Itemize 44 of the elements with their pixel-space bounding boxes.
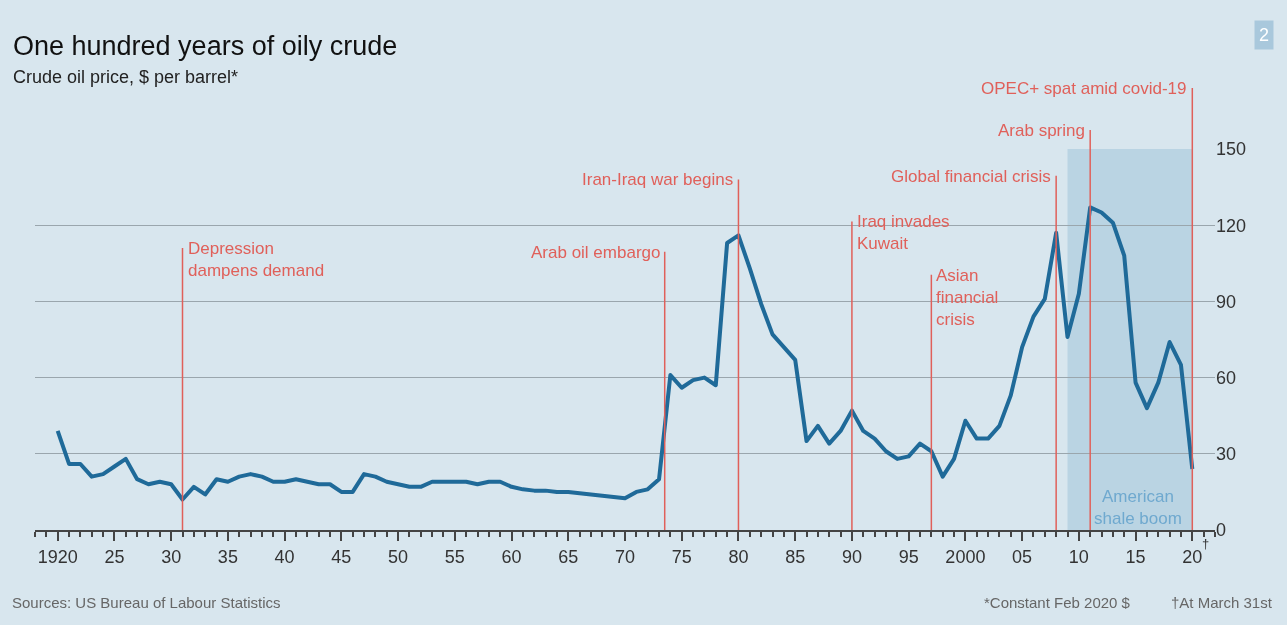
x-tick-label: 85 <box>785 546 806 567</box>
chart-title: One hundred years of oily crude <box>13 31 398 61</box>
x-tick-label: 60 <box>501 546 522 567</box>
x-tick-label: 90 <box>841 546 862 567</box>
x-tick-label: 05 <box>1012 546 1033 567</box>
chart-subtitle: Crude oil price, $ per barrel* <box>13 67 239 87</box>
source-note: Sources: US Bureau of Labour Statistics <box>12 594 281 611</box>
y-tick-label: 0 <box>1216 520 1227 541</box>
x-tick-label: 55 <box>444 546 465 567</box>
x-tick-label: 65 <box>558 546 579 567</box>
y-tick-label: 90 <box>1216 291 1237 312</box>
x-tick-label: 20 <box>1182 546 1203 567</box>
band-label: American shale boom <box>1094 487 1182 529</box>
ref-line-label: Iraq invades Kuwait <box>857 212 950 254</box>
ref-line-label: Arab spring <box>998 121 1085 140</box>
text: 2 <box>1259 25 1270 45</box>
ref-line-label: Arab oil embargo <box>531 243 661 262</box>
y-tick-label: 120 <box>1216 215 1247 236</box>
text: †At March 31st <box>1171 594 1273 611</box>
x-tick-label: 10 <box>1068 546 1089 567</box>
y-tick-label: 150 <box>1216 139 1247 160</box>
y-tick-label: 60 <box>1216 367 1237 388</box>
text: † <box>1202 536 1210 551</box>
x-tick-label: 1920 <box>37 546 78 567</box>
ref-line-label: Global financial crisis <box>891 167 1051 186</box>
ref-line-label: Asian financial crisis <box>936 266 999 330</box>
text: *Constant Feb 2020 $ <box>984 594 1131 611</box>
x-tick-label: 40 <box>274 546 295 567</box>
ref-line-label: OPEC+ spat amid covid-19 <box>981 79 1187 98</box>
ref-line-label: Iran-Iraq war begins <box>582 170 734 189</box>
x-tick-label: 70 <box>614 546 636 567</box>
x-tick-label: 45 <box>331 546 352 567</box>
x-tick-label: 95 <box>898 546 919 567</box>
x-tick-label: 30 <box>161 546 182 567</box>
x-tick-label: 2000 <box>945 546 986 567</box>
x-tick-label: 75 <box>671 546 692 567</box>
ref-line-label: Depression dampens demand <box>188 239 325 281</box>
y-tick-label: 30 <box>1216 444 1237 465</box>
x-tick-label: 80 <box>728 546 749 567</box>
x-tick-label: 50 <box>388 546 409 567</box>
x-tick-label: 25 <box>104 546 125 567</box>
line-series <box>55 205 1195 502</box>
x-tick-label: 35 <box>217 546 238 567</box>
x-tick-label: 15 <box>1125 546 1146 567</box>
